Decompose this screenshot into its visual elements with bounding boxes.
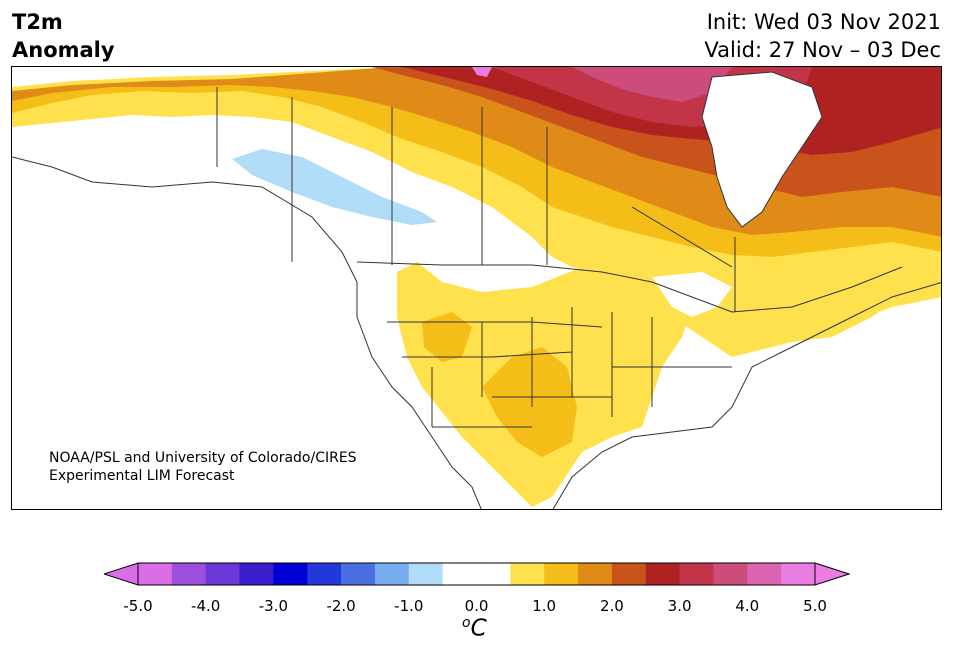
colorbar-tick-label: 1.0	[532, 597, 557, 615]
colorbar-tick-label: 0.0	[464, 597, 489, 615]
colorbar-segment	[611, 563, 647, 585]
west-coastline	[12, 156, 482, 509]
anomaly-region-1-5c-texas	[482, 347, 577, 457]
colorbar-segment	[374, 563, 410, 585]
colorbar-tick-label: -2.0	[326, 597, 356, 615]
colorbar-segment	[747, 563, 782, 585]
colorbar-segment	[544, 563, 579, 585]
colorbar-segment	[679, 563, 714, 585]
title-line-1: T2m	[12, 10, 63, 34]
anomaly-region-4c	[572, 67, 732, 102]
colorbar-outline	[137, 562, 816, 586]
credit-text: NOAA/PSL and University of Colorado/CIRE…	[49, 449, 357, 485]
credit-line-1: NOAA/PSL and University of Colorado/CIRE…	[49, 450, 357, 466]
map-title: T2m Anomaly	[12, 8, 115, 64]
colorbar	[104, 562, 850, 586]
colorbar-segment	[171, 563, 207, 585]
colorbar-segment	[307, 563, 342, 585]
colorbar-segment	[205, 563, 241, 585]
gulf-coastline	[552, 282, 941, 509]
unit-letter: C	[470, 615, 487, 642]
colorbar-tick-label: -4.0	[191, 597, 221, 615]
title-line-2: Anomaly	[12, 38, 115, 62]
anomaly-region-5c	[472, 67, 492, 77]
colorbar-low-extension	[104, 562, 139, 586]
map-canvas	[12, 67, 941, 509]
colorbar-tick-label: 5.0	[803, 597, 827, 615]
colorbar-tick-label: -1.0	[394, 597, 424, 615]
anomaly-region-1c-ne	[732, 272, 941, 352]
colorbar-tick-label: 4.0	[735, 597, 760, 615]
anomaly-region-cool	[232, 149, 437, 225]
colorbar-segment	[476, 563, 511, 585]
colorbar-segment	[713, 563, 748, 585]
hudson-coast	[701, 71, 823, 228]
colorbar-segment	[645, 563, 681, 585]
colorbar-segment	[239, 563, 274, 585]
colorbar-segment	[138, 563, 173, 585]
init-date: Init: Wed 03 Nov 2021	[706, 10, 941, 34]
colorbar-tick-label: -3.0	[258, 597, 289, 615]
colorbar-high-extension	[814, 562, 850, 586]
colorbar-segment	[442, 563, 477, 585]
hudson-bay	[702, 72, 822, 227]
colorbar-segment	[408, 563, 444, 585]
colorbar-tick-label: -5.0	[123, 597, 153, 615]
colorbar-segment	[341, 563, 376, 585]
valid-date: Valid: 27 Nov – 03 Dec	[704, 38, 941, 62]
colorbar-segment	[510, 563, 545, 585]
anomaly-region-1-5c-rockies	[422, 312, 472, 362]
state-borders	[387, 307, 732, 428]
forecast-dates: Init: Wed 03 Nov 2021 Valid: 27 Nov – 03…	[704, 8, 941, 64]
unit-degree: o	[462, 615, 471, 631]
credit-line-2: Experimental LIM Forecast	[49, 468, 235, 484]
us-canada-border	[356, 261, 903, 313]
colorbar-tick-label: 3.0	[667, 597, 692, 615]
colorbar-unit: oC	[462, 615, 487, 642]
province-borders	[216, 87, 736, 312]
colorbar-segment	[578, 563, 613, 585]
anomaly-map	[11, 66, 942, 510]
gulf-ocean	[573, 317, 941, 509]
colorbar-segment	[273, 563, 308, 585]
great-lakes	[652, 272, 732, 317]
colorbar-segment	[781, 563, 816, 585]
colorbar-tick-label: 2.0	[599, 597, 624, 615]
